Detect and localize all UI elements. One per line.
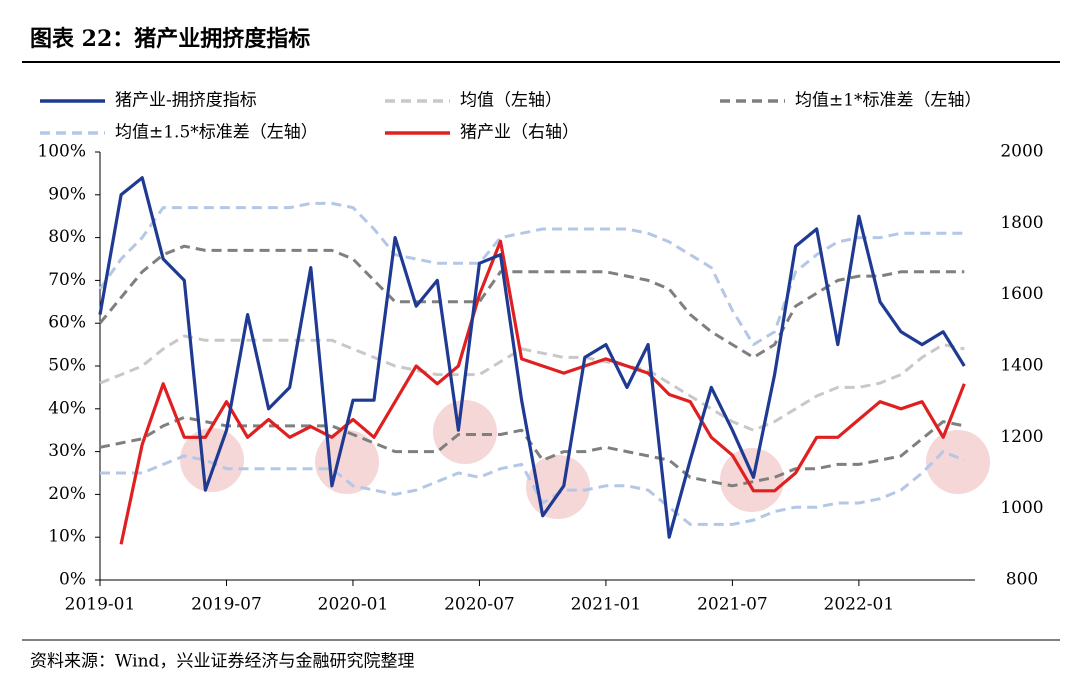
y2-tick-label: 2000 <box>1000 142 1043 162</box>
series-line <box>99 334 965 432</box>
y-tick-label: 0% <box>59 570 86 590</box>
x-tick-label: 2019-01 <box>65 595 136 615</box>
x-tick-label: 2021-07 <box>697 595 768 615</box>
highlight-circles <box>180 400 990 519</box>
highlight <box>433 400 497 464</box>
y2-tick-label: 1200 <box>1000 427 1043 447</box>
x-tick-label: 2020-07 <box>444 595 515 615</box>
y-tick-label: 50% <box>48 356 86 376</box>
highlight <box>720 448 784 512</box>
legend-label: 均值±1.5*标准差（左轴） <box>115 123 318 143</box>
y-tick-label: 80% <box>48 227 86 247</box>
x-tick-label: 2019-07 <box>191 595 262 615</box>
y-tick-label: 20% <box>48 484 86 504</box>
series-line <box>100 450 965 526</box>
series-line <box>99 415 965 488</box>
y-tick-label: 60% <box>48 313 86 333</box>
series-line <box>119 239 966 545</box>
y2-tick-label: 1800 <box>1000 213 1043 233</box>
y-tick-label: 100% <box>37 142 86 162</box>
x-tick-label: 2021-01 <box>571 595 642 615</box>
x-tick-label: 2020-01 <box>318 595 389 615</box>
source-note: 资料来源：Wind，兴业证券经济与金融研究院整理 <box>30 652 414 672</box>
chart-title: 图表 22：猪产业拥挤度指标 <box>30 26 310 52</box>
highlight <box>926 430 990 494</box>
legend-label: 均值（左轴） <box>460 91 562 111</box>
y-tick-label: 90% <box>48 184 86 204</box>
y2-tick-label: 1400 <box>1000 356 1043 376</box>
y-tick-label: 10% <box>48 527 86 547</box>
legend-label: 猪产业（右轴） <box>460 123 579 143</box>
y-tick-label: 40% <box>48 398 86 418</box>
y-tick-label: 30% <box>48 441 86 461</box>
y2-tick-label: 1000 <box>1000 498 1043 518</box>
highlight <box>180 428 244 492</box>
y2-tick-label: 1600 <box>1000 284 1043 304</box>
y2-tick-label: 800 <box>1006 570 1038 590</box>
legend-label: 均值±1*标准差（左轴） <box>795 91 982 111</box>
x-tick-label: 2022-01 <box>824 595 895 615</box>
series-line <box>98 176 966 539</box>
y-tick-label: 70% <box>48 270 86 290</box>
series-line <box>98 244 965 359</box>
legend-label: 猪产业-拥挤度指标 <box>115 91 257 111</box>
